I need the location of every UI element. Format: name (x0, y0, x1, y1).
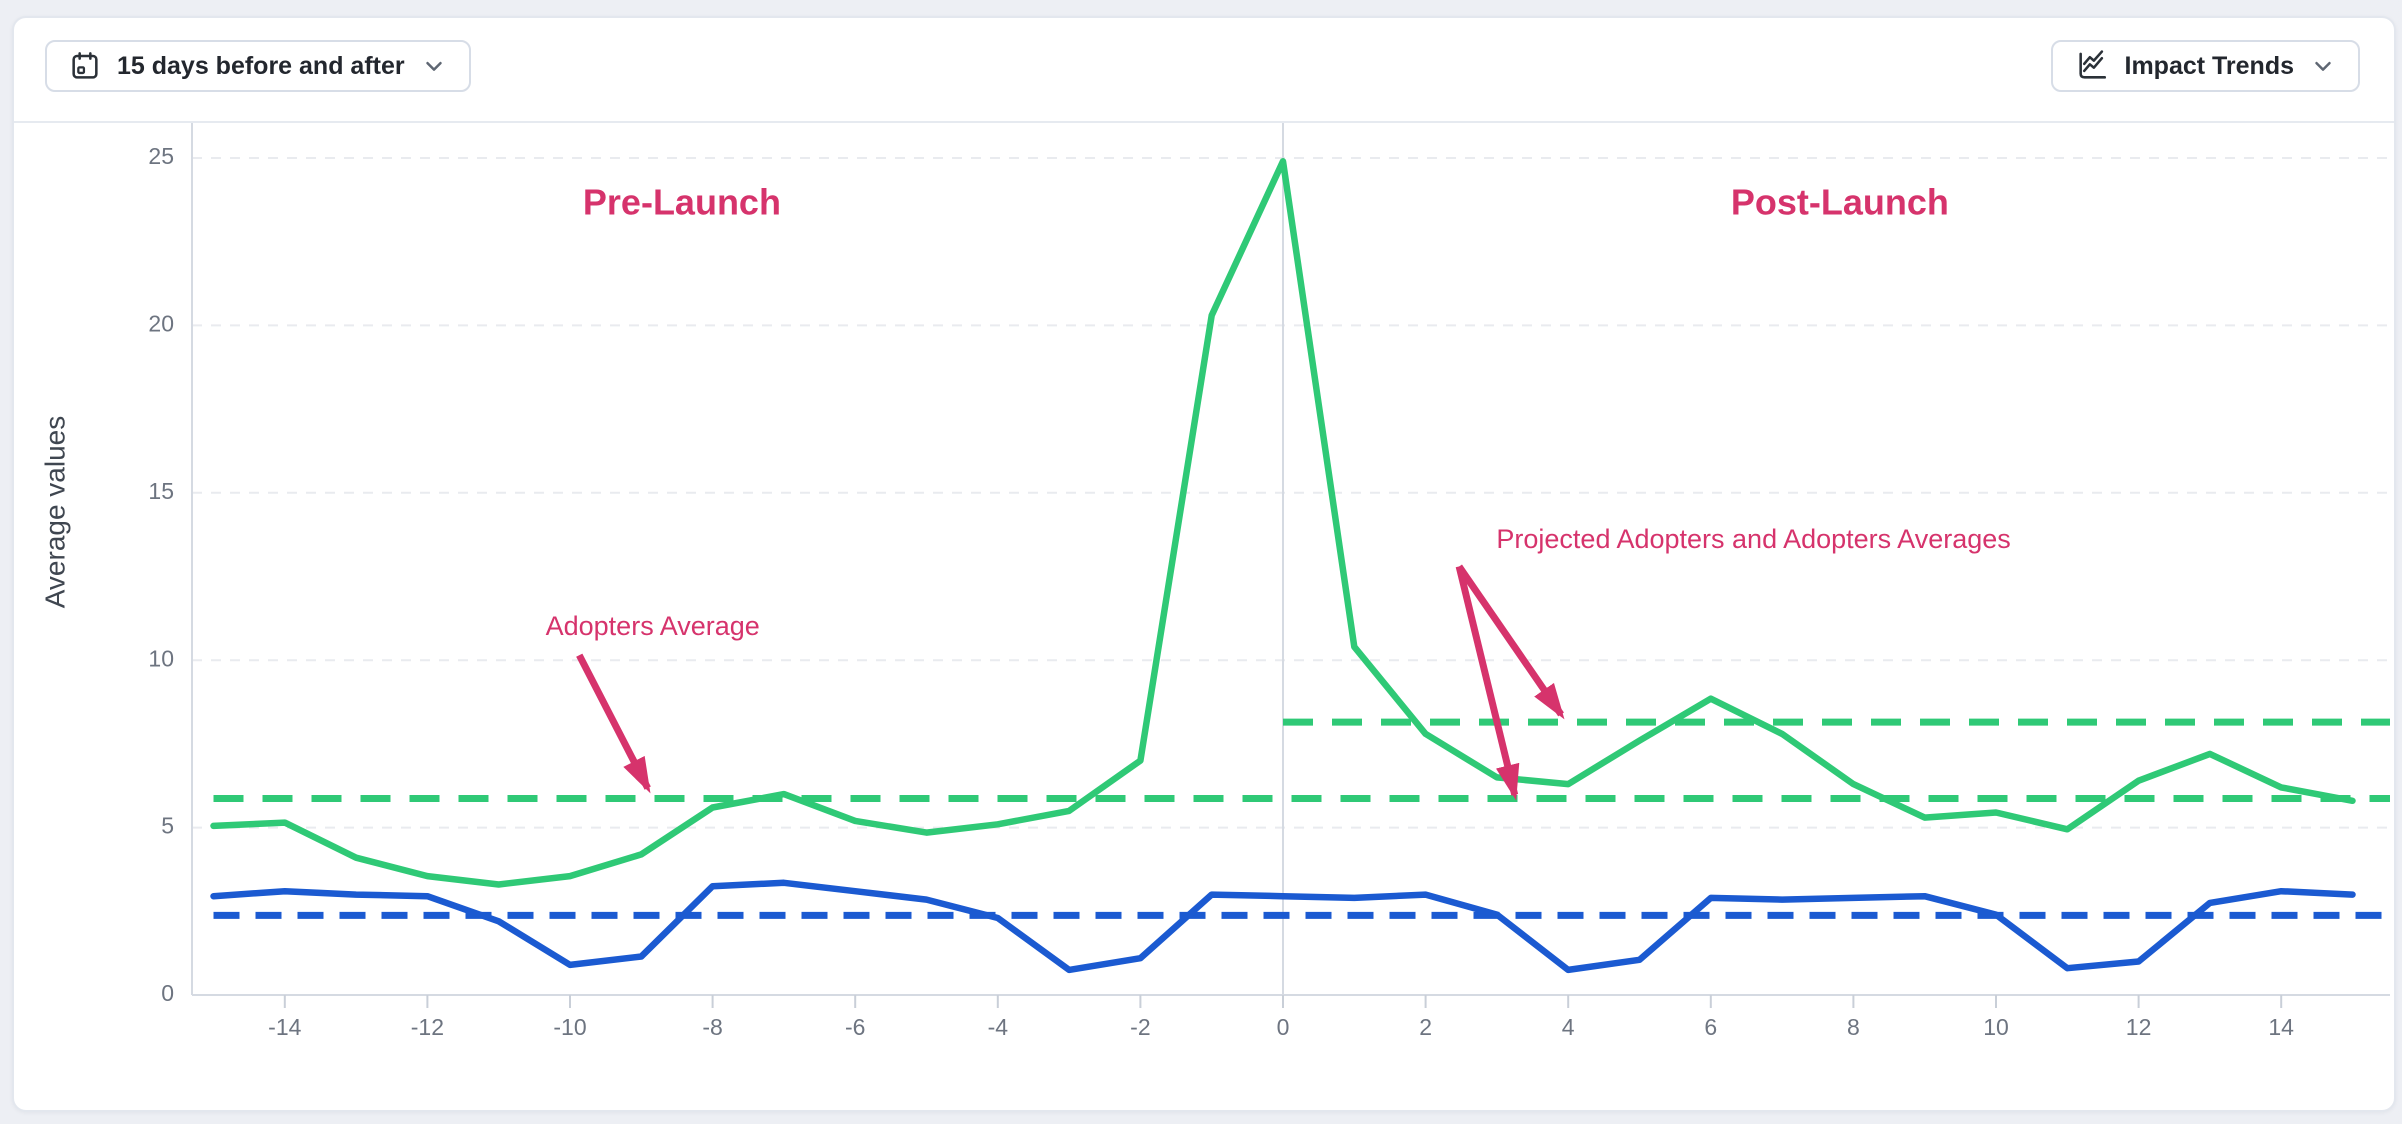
x-tick-label: -10 (553, 1014, 586, 1040)
pre-launch-label: Pre-Launch (583, 181, 781, 222)
projected-averages-label-arrow-0 (1456, 564, 1565, 720)
x-tick-label: 2 (1419, 1014, 1432, 1040)
y-tick-label: 5 (161, 813, 174, 839)
chart-canvas: -14 -12 -10 -8 -6 -4 -2 0 2 4 6 8 10 12 14 0 5 10 15 20 25 Av… (39, 123, 2390, 1040)
y-tick-label: 15 (148, 478, 174, 504)
adopters-average-label: Adopters Average (546, 611, 760, 641)
projected-averages-label-arrow-1 (1455, 565, 1520, 801)
date-range-label: 15 days before and after (117, 51, 405, 80)
series-non-adopters (210, 879, 2356, 974)
x-tick-label: 12 (2126, 1014, 2152, 1040)
y-tick-label: 20 (148, 310, 174, 336)
y-tick-label: 0 (161, 980, 174, 1006)
chevron-down-icon (421, 53, 447, 79)
y-tick-label: 10 (148, 645, 174, 671)
x-tick-label: 8 (1847, 1014, 1860, 1040)
impact-chart-card: 15 days before and after Impact Trends (12, 16, 2396, 1112)
x-tick-label: -8 (702, 1014, 722, 1040)
post-launch-label: Post-Launch (1731, 181, 1949, 222)
adopters-average-label-arrow-0 (576, 653, 651, 794)
y-axis-title: Average values (39, 416, 70, 609)
x-tick-label: 6 (1704, 1014, 1717, 1040)
y-tick-label: 25 (148, 143, 174, 169)
metric-label: Impact Trends (2124, 51, 2295, 80)
x-tick-label: -12 (411, 1014, 444, 1040)
x-tick-label: 14 (2268, 1014, 2294, 1040)
x-tick-label: 10 (1983, 1014, 2009, 1040)
metric-dropdown[interactable]: Impact Trends (2050, 40, 2360, 92)
x-tick-label: 4 (1562, 1014, 1575, 1040)
projected-averages-label: Projected Adopters and Adopters Averages (1496, 524, 2010, 554)
trend-chart-icon (2075, 49, 2109, 83)
x-tick-label: -4 (988, 1014, 1009, 1040)
calendar-icon (69, 50, 101, 82)
x-tick-label: -6 (845, 1014, 865, 1040)
date-range-dropdown[interactable]: 15 days before and after (45, 40, 471, 92)
x-tick-label: -2 (1130, 1014, 1150, 1040)
series-adopters (210, 158, 2356, 888)
x-tick-label: -14 (268, 1014, 301, 1040)
x-tick-label: 0 (1277, 1014, 1290, 1040)
chart-header: 15 days before and after Impact Trends (14, 18, 2394, 123)
impact-trends-chart: -14 -12 -10 -8 -6 -4 -2 0 2 4 6 8 10 12 14 0 5 10 15 20 25 Av… (14, 121, 2398, 1114)
chevron-down-icon (2310, 53, 2336, 79)
